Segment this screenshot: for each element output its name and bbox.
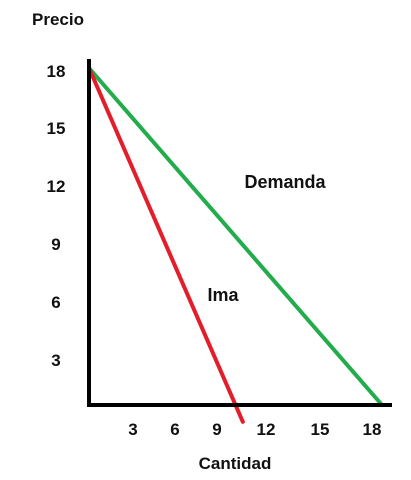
y-axis-title: Precio: [32, 10, 84, 29]
ima-label: Ima: [207, 285, 239, 305]
y-tick-label: 3: [51, 351, 60, 370]
x-tick-label: 15: [311, 420, 330, 439]
x-axis-title: Cantidad: [199, 454, 272, 473]
x-tick-label: 6: [170, 420, 179, 439]
y-tick-label: 9: [51, 235, 60, 254]
x-tick-label: 12: [257, 420, 276, 439]
x-tick-labels: 3 6 9 12 15 18: [128, 420, 381, 439]
y-tick-label: 15: [47, 119, 66, 138]
y-tick-label: 12: [47, 177, 66, 196]
x-tick-label: 3: [128, 420, 137, 439]
x-tick-label: 9: [212, 420, 221, 439]
y-tick-label: 6: [51, 293, 60, 312]
demanda-label: Demanda: [244, 172, 326, 192]
ima-line: [87, 66, 245, 424]
y-tick-label: 18: [47, 62, 66, 81]
y-tick-labels: 3 6 9 12 15 18: [47, 62, 66, 370]
demanda-line: [87, 66, 384, 407]
x-tick-label: 18: [363, 420, 382, 439]
